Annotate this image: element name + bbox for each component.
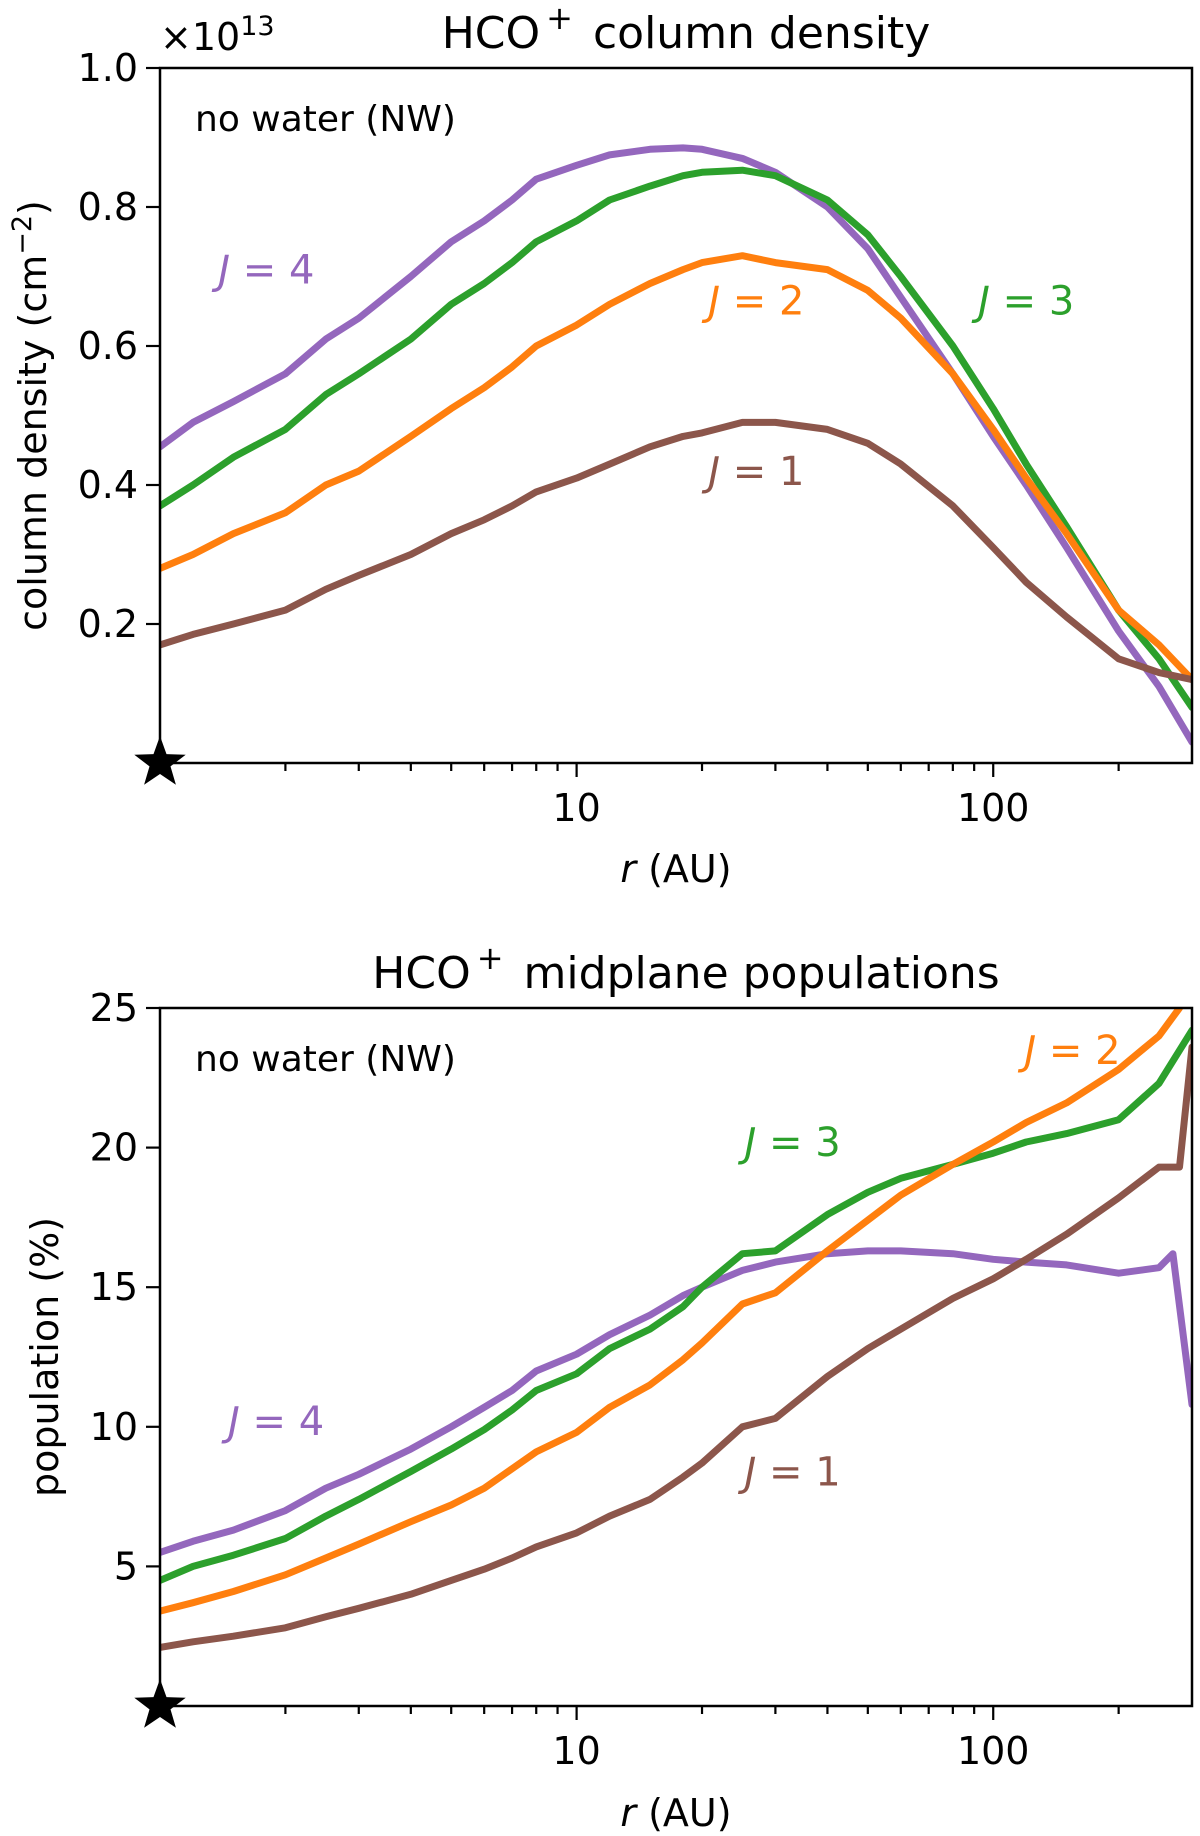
star-icon <box>134 736 186 785</box>
series-line-j3 <box>160 166 1192 711</box>
y-tick-label: 0.2 <box>78 602 138 646</box>
series-line-j1 <box>160 418 1192 684</box>
y-tick-label: 0.6 <box>78 324 138 368</box>
series-label-j1: J = 1 <box>701 449 804 495</box>
series-line-j4 <box>160 1247 1192 1556</box>
y-axis-label: column density (cm−2) <box>7 200 56 631</box>
x-axis-label: r (AU) <box>620 1791 731 1835</box>
y-tick-label: 0.4 <box>78 463 138 507</box>
series-line-j2 <box>160 1008 1183 1615</box>
series-label-j2: J = 2 <box>701 279 804 325</box>
x-minor-ticks <box>284 763 1120 771</box>
series-line-j3 <box>160 1026 1192 1584</box>
x-tick-label: 10 <box>552 1729 600 1773</box>
chart-title: HCO + column density <box>442 0 931 59</box>
x-tick-label: 100 <box>957 786 1030 830</box>
y-tick-label: 25 <box>90 986 138 1030</box>
y-tick-label: 15 <box>90 1265 138 1309</box>
series-lines <box>160 144 1192 746</box>
series-label-j1: J = 1 <box>738 1449 841 1495</box>
plot-frame <box>158 66 1194 765</box>
x-tick-label: 10 <box>552 786 600 830</box>
series-line-j1 <box>160 1043 1192 1651</box>
chart-2: 10 100 5 10 15 20 25 r (AU) population (%) HCO + m… <box>23 939 1194 1835</box>
series-line-j4 <box>160 144 1192 746</box>
series-label-j3: J = 3 <box>971 279 1074 325</box>
chart-title: HCO + midplane populations <box>372 939 999 999</box>
annotation: no water (NW) <box>195 1039 456 1080</box>
star-icon <box>134 1679 186 1728</box>
plot-frame <box>158 1006 1194 1708</box>
series-lines <box>160 1008 1192 1651</box>
x-axis-label: r (AU) <box>620 847 731 891</box>
y-tick-label: 5 <box>114 1544 138 1588</box>
y-tick-label: 1.0 <box>78 46 138 90</box>
x-tick-label: 100 <box>957 1729 1030 1773</box>
series-label-j4: J = 4 <box>221 1399 324 1445</box>
series-label-j4: J = 4 <box>211 247 314 293</box>
annotation: no water (NW) <box>195 99 456 140</box>
y-axis-label: population (%) <box>23 1217 67 1497</box>
x-minor-ticks <box>284 1706 1120 1714</box>
series-label-j3: J = 3 <box>738 1120 841 1166</box>
y-tick-label: 20 <box>90 1126 138 1170</box>
offset-text: ×1013 <box>160 11 275 60</box>
y-tick-label: 0.8 <box>78 185 138 229</box>
y-tick-label: 10 <box>90 1405 138 1449</box>
series-label-j2: J = 2 <box>1017 1028 1120 1074</box>
series-line-j2 <box>160 252 1192 684</box>
chart-1: 10 100 0.2 0.4 0.6 0.8 1.0 r (AU) column density… <box>7 0 1194 891</box>
